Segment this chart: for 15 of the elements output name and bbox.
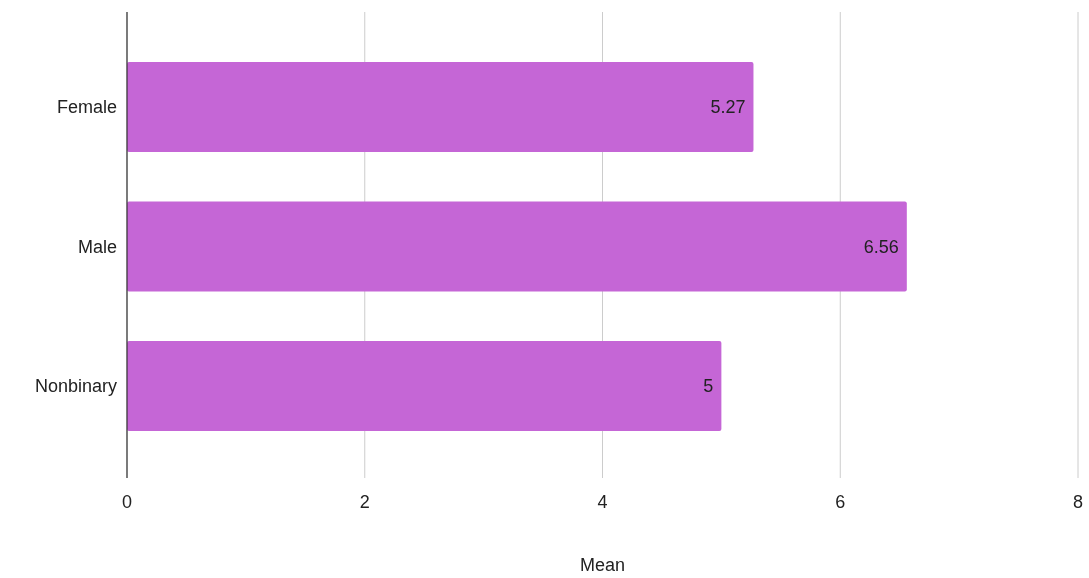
x-tick-label: 8: [1072, 492, 1084, 512]
x-tick-label: 6: [835, 492, 846, 512]
x-tick-label: 0: [121, 492, 133, 512]
bar: [127, 340, 722, 431]
x-tick-label: 4: [597, 492, 608, 512]
bar: [127, 62, 754, 153]
y-tick-label: Nonbinary: [34, 376, 117, 397]
x-axis-title: Mean: [579, 555, 626, 575]
bar: [127, 201, 907, 292]
x-tick-label: 2: [359, 492, 370, 512]
y-tick-label: Male: [77, 236, 117, 257]
data-label: 6.56: [863, 236, 899, 257]
y-tick-label: Female: [56, 97, 117, 118]
data-label: 5.27: [710, 97, 746, 118]
data-label: 5: [703, 376, 714, 397]
